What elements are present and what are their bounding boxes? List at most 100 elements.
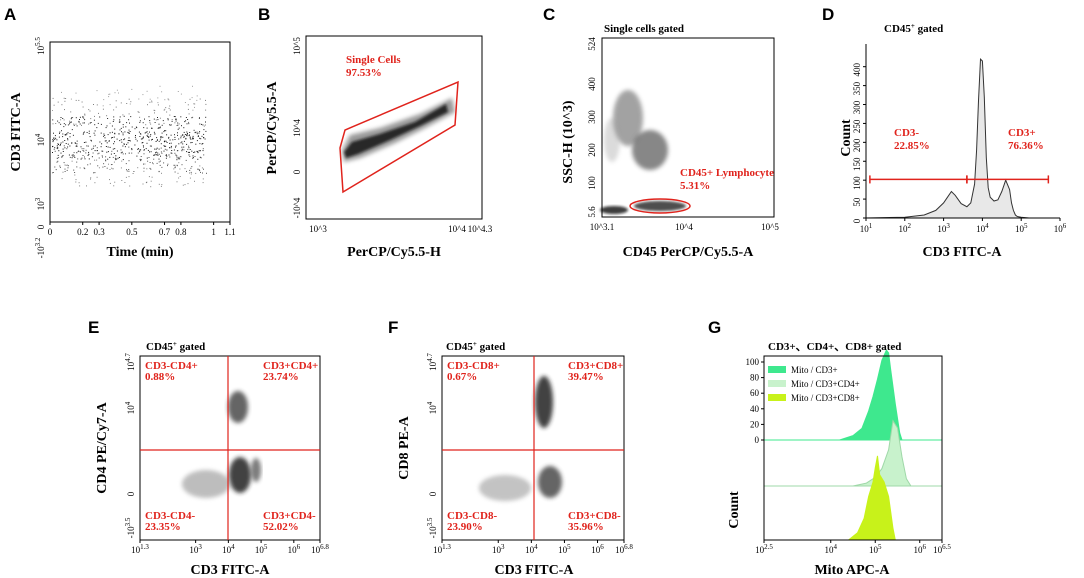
- panel-a-event-dot: [109, 146, 111, 148]
- panel-a-event-dot: [121, 141, 123, 143]
- panel-a-event-dot: [177, 172, 179, 174]
- panel-a-event-dot: [84, 158, 86, 160]
- panel-a-event-dot: [143, 127, 145, 129]
- panel-a-event-dot: [57, 101, 59, 103]
- panel-a-event-dot: [52, 97, 54, 99]
- panel-a-event-dot: [67, 143, 69, 145]
- panel-a-event-dot: [104, 140, 106, 142]
- panel-a-event-dot: [165, 107, 167, 109]
- panel-a-event-dot: [193, 103, 195, 105]
- panel-c-low-cluster: [600, 206, 628, 214]
- panel-a-event-dot: [65, 164, 67, 166]
- panel-a-event-dot: [118, 133, 120, 135]
- panel-f-xtick-5: 106.8: [615, 543, 633, 555]
- panel-a-event-dot: [188, 121, 189, 123]
- panel-a-event-dot: [174, 164, 176, 166]
- panel-a-event-dot: [158, 148, 160, 150]
- panel-e-ytick-3: -103.5: [124, 517, 136, 538]
- panel-a-xlabel: Time (min): [106, 245, 173, 260]
- panel-a-event-dot: [111, 125, 113, 127]
- panel-g-ytick-5: 100: [746, 357, 760, 367]
- panel-a-event-dot: [123, 139, 125, 141]
- panel-f-x-ticks: 101.3 103 104 105 106 106.8: [433, 540, 633, 555]
- panel-a-event-dot: [157, 119, 159, 121]
- panel-a-event-dot: [78, 120, 80, 122]
- panel-g-series-0: [764, 349, 942, 441]
- panel-a-event-dot: [174, 139, 176, 140]
- panel-a-event-dot: [72, 117, 74, 118]
- panel-a-event-dot: [75, 179, 77, 181]
- panel-a-event-dot: [63, 97, 65, 99]
- panel-a-event-dot: [174, 136, 176, 138]
- panel-a-event-dot: [123, 143, 125, 145]
- panel-a-event-dot: [140, 149, 142, 151]
- panel-a-event-dot: [96, 159, 98, 161]
- panel-a-event-dot: [184, 134, 186, 135]
- panel-e-cd3-pos-side-cluster: [251, 458, 261, 482]
- panel-a-event-dot: [109, 122, 111, 124]
- panel-a-event-dot: [175, 118, 177, 120]
- panel-c-y-ticks: 524 400 300 200 100 5.6: [587, 37, 597, 218]
- panel-a-event-dot: [143, 146, 144, 148]
- panel-e-q2-value: 23.74%: [263, 371, 299, 383]
- panel-a-event-dot: [158, 140, 160, 142]
- panel-a-event-dot: [52, 139, 54, 141]
- panel-a-event-dot: [52, 172, 54, 173]
- panel-a-event-dot: [169, 114, 171, 116]
- panel-a-event-dot: [58, 157, 60, 159]
- panel-a-event-dot: [67, 138, 69, 140]
- panel-a-event-dot: [170, 145, 172, 147]
- panel-e-cd4-pos-cluster: [228, 391, 248, 423]
- panel-label-d: D: [822, 5, 834, 24]
- panel-a-event-dot: [122, 159, 124, 161]
- panel-a-event-dot: [82, 122, 84, 124]
- panel-a-event-dot: [161, 166, 163, 168]
- panel-a-event-dot: [119, 140, 121, 142]
- panel-a-event-dot: [195, 172, 197, 174]
- panel-a-event-dot: [105, 159, 107, 161]
- panel-a-event-dot: [145, 182, 147, 184]
- panel-a-event-dot: [114, 128, 116, 130]
- panel-e-q3-value: 23.35%: [145, 521, 181, 533]
- panel-a-event-dot: [53, 132, 54, 134]
- panel-a-event-dot: [163, 145, 165, 146]
- panel-a-event-dot: [192, 116, 194, 118]
- panel-a-event-dot: [149, 120, 151, 122]
- panel-a-event-dot: [125, 153, 126, 155]
- panel-e-cd3-pos-cluster: [229, 457, 251, 493]
- panel-a-event-dot: [109, 169, 111, 170]
- panel-a-event-dot: [69, 122, 71, 124]
- panel-a-event-dot: [99, 116, 101, 118]
- panel-a-event-dot: [67, 124, 69, 126]
- panel-a-event-dot: [174, 134, 175, 136]
- panel-a-event-dot: [137, 148, 139, 150]
- panel-a-event-dot: [184, 121, 186, 123]
- panel-a-event-dot: [158, 171, 160, 173]
- panel-a-band-1: [52, 97, 207, 127]
- panel-a-event-dot: [170, 124, 172, 126]
- panel-a-event-dot: [193, 152, 195, 153]
- panel-a-event-dot: [203, 168, 204, 170]
- panel-a-event-dot: [111, 137, 112, 139]
- panel-a-event-dot: [191, 150, 193, 152]
- panel-a-event-dot: [179, 168, 181, 170]
- panel-a-event-dot: [120, 152, 122, 154]
- panel-a-event-dot: [163, 122, 165, 124]
- panel-a-xtick-2: 0.3: [93, 227, 105, 237]
- panel-a-event-dot: [162, 136, 164, 138]
- panel-a-event-dot: [61, 91, 62, 93]
- panel-a-event-dot: [168, 99, 170, 101]
- panel-a-event-dot: [168, 107, 170, 109]
- panel-a-event-dot: [59, 132, 60, 134]
- panel-a-event-dot: [202, 172, 203, 174]
- panel-a-event-dot: [189, 169, 191, 171]
- panel-a-event-dot: [96, 147, 98, 149]
- panel-a-event-dot: [184, 102, 186, 103]
- panel-a-event-dot: [163, 145, 165, 147]
- panel-a-event-dot: [76, 125, 78, 127]
- panel-a-xtick-3: 0.5: [126, 227, 138, 237]
- panel-a-event-dot: [93, 132, 95, 134]
- panel-a-event-dot: [141, 138, 143, 140]
- panel-a-event-dot: [152, 138, 153, 140]
- panel-a-event-dot: [81, 148, 83, 150]
